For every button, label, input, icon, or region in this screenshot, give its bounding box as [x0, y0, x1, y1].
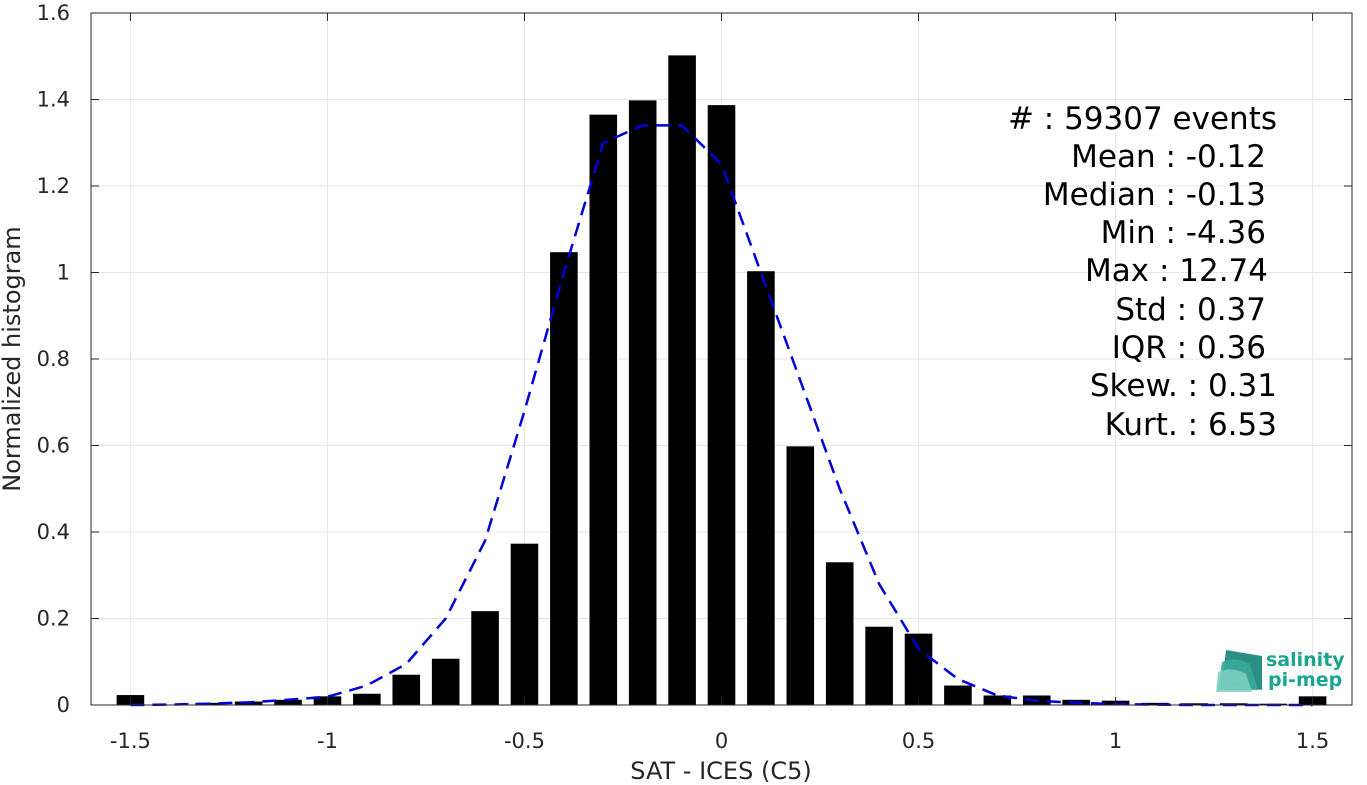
y-tick-label-2: 0.4	[37, 520, 70, 544]
x-axis-label: SAT - ICES (C5)	[630, 757, 811, 785]
histogram-bar-14	[668, 55, 696, 705]
histogram-bar-26	[1141, 702, 1169, 705]
histogram-bar-7	[392, 674, 421, 705]
histogram-bar-21	[944, 685, 972, 705]
statistics-box: # : 59307 events Mean : -0.12 Median : -…	[1008, 101, 1277, 443]
stat-mean: Mean : -0.12	[1071, 139, 1266, 175]
x-tick-label-4: 0.5	[902, 729, 935, 753]
stat-skew: Skew. : 0.31	[1090, 368, 1277, 404]
x-tick-label-2: -0.5	[504, 729, 545, 753]
histogram-bar-12	[589, 114, 618, 705]
y-tick-label-5: 1	[57, 261, 70, 285]
x-tick-label-1: -1	[317, 729, 338, 753]
histogram-bar-9	[471, 611, 499, 705]
y-tick-label-7: 1.4	[37, 88, 70, 112]
y-tick-label-3: 0.6	[37, 434, 70, 458]
histogram-bar-13	[628, 100, 657, 706]
histogram-bar-4	[274, 699, 302, 705]
histogram-bars	[116, 55, 1327, 706]
x-tick-label-3: 0	[715, 729, 728, 753]
y-tick-label-8: 1.6	[37, 1, 70, 25]
x-tick-label-5: 1	[1109, 729, 1122, 753]
logo-line-1: salinity	[1266, 649, 1345, 671]
x-tick-label-0: -1.5	[110, 729, 151, 753]
x-tick-label-6: 1.5	[1296, 729, 1329, 753]
stat-events: # : 59307 events	[1008, 101, 1277, 137]
histogram-bar-8	[431, 658, 460, 705]
y-tick-label-4: 0.8	[37, 347, 70, 371]
histogram-bar-17	[786, 446, 815, 705]
histogram-bar-27	[1180, 703, 1209, 705]
histogram-bar-15	[707, 105, 736, 705]
y-axis-ticks: 0 0.2 0.4 0.6 0.8 1 1.2 1.4 1.6	[37, 1, 1352, 717]
y-axis-label: Normalized histogram	[0, 226, 26, 491]
salinity-pimep-logo: salinity pi-mep	[1216, 649, 1345, 692]
x-axis-ticks: -1.5 -1 -0.5 0 0.5 1 1.5	[110, 13, 1329, 753]
y-tick-label-1: 0.2	[37, 607, 70, 631]
stat-std: Std : 0.37	[1115, 292, 1266, 328]
histogram-bar-22	[983, 695, 1012, 705]
y-tick-label-6: 1.2	[37, 174, 70, 198]
stat-iqr: IQR : 0.36	[1112, 330, 1266, 366]
stat-min: Min : -4.36	[1101, 215, 1266, 251]
histogram-bar-19	[865, 626, 893, 705]
y-tick-label-0: 0	[57, 693, 70, 717]
histogram-bar-10	[510, 543, 539, 705]
histogram-bar-16	[747, 271, 775, 705]
stat-median: Median : -0.13	[1043, 177, 1266, 213]
wave-logo-icon	[1216, 650, 1262, 692]
histogram-bar-18	[825, 562, 854, 705]
histogram-bar-6	[353, 693, 381, 705]
stat-kurt: Kurt. : 6.53	[1105, 407, 1277, 443]
histogram-bar-20	[904, 633, 933, 705]
stat-max: Max : 12.74	[1085, 253, 1268, 289]
logo-line-2: pi-mep	[1268, 669, 1342, 691]
histogram-bar-11	[550, 252, 578, 706]
